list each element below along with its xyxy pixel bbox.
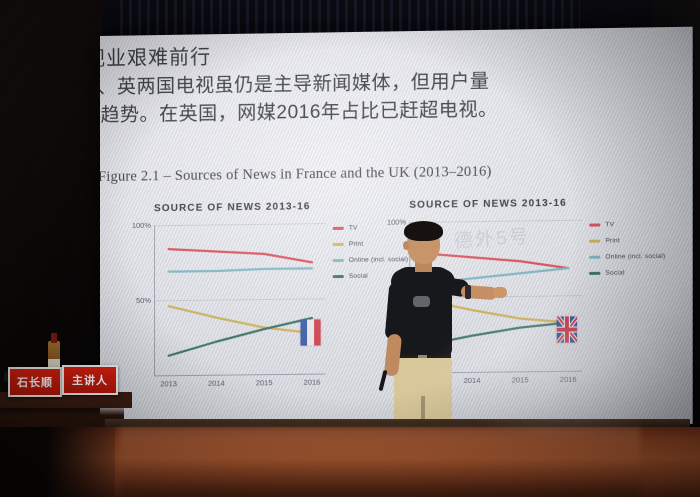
floor-reflection — [120, 427, 640, 497]
stage-floor — [0, 427, 700, 497]
chart-france-lines — [167, 247, 313, 357]
xtick-france-0: 2013 — [160, 379, 178, 389]
legend-label: TV — [348, 224, 358, 232]
name-plate-text: 石长顺 — [17, 377, 53, 389]
name-plate: 石长顺 — [8, 367, 62, 397]
legend-item: Print — [589, 237, 665, 245]
slide-body: 法、英两国电视虽仍是主导新闻媒体，但用户量 呈下滑趋势。在英国，网媒2016年占… — [100, 66, 626, 130]
legend-swatch-icon — [332, 258, 344, 263]
xtick-uk-3: 2016 — [559, 374, 577, 385]
ytick-france-0: 100% — [131, 220, 152, 231]
legend-label: Social — [348, 272, 368, 280]
water-bottle — [48, 333, 60, 373]
role-plate: 主讲人 — [62, 365, 118, 395]
legend-swatch-icon — [589, 271, 601, 275]
legend-label: Print — [348, 240, 364, 248]
figure-caption: Figure 2.1 – Sources of News in France a… — [100, 163, 492, 186]
uk-flag-icon — [556, 316, 578, 343]
legend-swatch-icon — [589, 223, 601, 227]
slide-body-line-1: 法、英两国电视虽仍是主导新闻媒体，但用户量 — [100, 71, 490, 99]
xtick-france-3: 2016 — [303, 377, 321, 387]
chart-france-title: SOURCE OF NEWS 2013-16 — [154, 201, 311, 215]
legend-label: Print — [605, 237, 620, 245]
slide-body-line-2: 呈下滑趋势。在英国，网媒2016年占比已赶超电视。 — [100, 98, 498, 127]
slide-title: 电视业艰难前行 — [100, 46, 212, 71]
legend-item: TV — [589, 221, 665, 229]
france-flag-icon — [300, 319, 321, 346]
legend-swatch-icon — [589, 239, 601, 243]
legend-swatch-icon — [589, 255, 601, 259]
xtick-france-2: 2015 — [255, 378, 273, 388]
legend-swatch-icon — [332, 274, 344, 279]
legend-swatch-icon — [332, 242, 344, 247]
tshirt-logo — [413, 296, 430, 307]
chart-france: SOURCE OF NEWS 2013-16 100% 50% 2013 201… — [128, 200, 409, 399]
role-plate-text: 主讲人 — [72, 375, 108, 387]
legend-item: Social — [589, 269, 665, 277]
legend-item: Online (incl. social) — [589, 253, 665, 261]
pen — [378, 369, 388, 392]
chart-uk-title: SOURCE OF NEWS 2013-16 — [409, 197, 567, 211]
ytick-france-1: 50% — [135, 295, 152, 306]
legend-label: TV — [605, 221, 615, 229]
legend-swatch-icon — [332, 226, 344, 230]
chart-uk-legend: TV Print Online (incl. social) Social — [589, 221, 665, 286]
legend-label: Online (incl. social) — [605, 252, 666, 261]
pointing-hand — [493, 287, 507, 298]
wristwatch — [465, 285, 471, 299]
xtick-france-1: 2014 — [207, 378, 225, 388]
projection-screen: 电视业艰难前行 法、英两国电视虽仍是主导新闻媒体，但用户量 呈下滑趋势。在英国，… — [100, 26, 693, 431]
slide-content: 电视业艰难前行 法、英两国电视虽仍是主导新闻媒体，但用户量 呈下滑趋势。在英国，… — [100, 27, 693, 430]
legend-label: Social — [605, 269, 625, 277]
xtick-uk-2: 2015 — [511, 375, 529, 385]
chart-france-plot: 100% 50% 2013 2014 2015 2016 — [132, 221, 326, 388]
floor-shadow — [0, 427, 115, 497]
